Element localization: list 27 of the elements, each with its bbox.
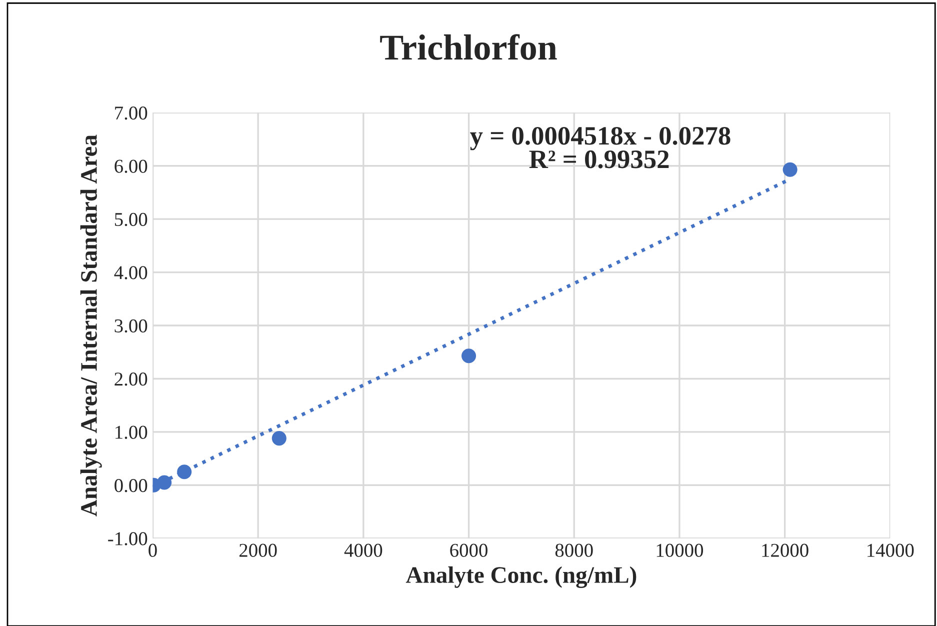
x-tick-label: 10000 <box>656 544 704 557</box>
y-tick-label: 0.00 <box>114 478 148 492</box>
point <box>157 475 172 490</box>
point <box>177 464 192 480</box>
x-tick-label: 6000 <box>450 544 488 557</box>
point <box>461 348 476 364</box>
x-tick-label: 12000 <box>762 544 808 557</box>
x-tick-label: 4000 <box>344 544 382 557</box>
y-tick-label: 5.00 <box>114 212 148 226</box>
x-tick-label: 0 <box>148 544 157 557</box>
y-tick-label: 6.00 <box>114 160 148 173</box>
y-tick-label: 1.00 <box>116 426 148 439</box>
x-axis-title: Analyte Conc. (ng/mL) <box>406 566 636 588</box>
y-axis-title: Analyte Area/ Internal Standard Area <box>80 134 102 516</box>
annotation: R² = 0.99352 <box>529 150 669 168</box>
point <box>782 162 798 177</box>
x-tick-label: 2000 <box>239 544 277 557</box>
point <box>272 431 286 446</box>
annotation: y = 0.0004518x - 0.0278 <box>470 126 730 150</box>
x-tick-label: 14000 <box>868 544 914 557</box>
x-tick-label: 8000 <box>555 544 593 557</box>
y-tick-label: 2.00 <box>114 372 148 386</box>
y-tick-label: -1.00 <box>108 532 148 546</box>
chart-title: Trichlorfon <box>380 34 557 60</box>
y-tick-label: 7.00 <box>115 106 148 120</box>
y-tick-label: 3.00 <box>114 319 148 333</box>
y-tick-label: 4.00 <box>114 266 148 280</box>
